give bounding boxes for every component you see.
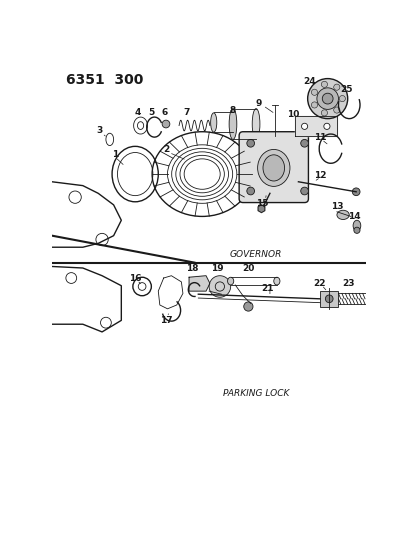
Circle shape	[354, 227, 360, 233]
Circle shape	[311, 89, 317, 95]
Circle shape	[301, 187, 308, 195]
Polygon shape	[258, 205, 265, 213]
Text: 23: 23	[342, 279, 355, 288]
Polygon shape	[295, 116, 337, 135]
Ellipse shape	[229, 109, 237, 140]
Text: 25: 25	[340, 85, 353, 94]
Ellipse shape	[263, 155, 284, 181]
Text: 12: 12	[314, 171, 326, 180]
Text: 11: 11	[314, 133, 326, 142]
Text: 18: 18	[186, 263, 198, 272]
Text: 6: 6	[161, 108, 168, 117]
Circle shape	[339, 95, 346, 102]
Text: 17: 17	[160, 316, 172, 325]
Circle shape	[302, 123, 308, 130]
Text: 16: 16	[129, 273, 142, 282]
Circle shape	[334, 107, 340, 113]
Circle shape	[244, 302, 253, 311]
Text: 15: 15	[256, 199, 268, 208]
Circle shape	[311, 102, 317, 108]
Text: 1: 1	[112, 150, 118, 158]
Text: 3: 3	[97, 126, 103, 135]
Text: 13: 13	[330, 202, 343, 211]
Bar	[320, 291, 339, 306]
Text: 9: 9	[255, 99, 262, 108]
Text: 21: 21	[262, 284, 274, 293]
Circle shape	[324, 123, 330, 130]
Text: GOVERNOR: GOVERNOR	[230, 251, 282, 260]
Text: 2: 2	[163, 145, 169, 154]
Ellipse shape	[252, 109, 260, 140]
FancyBboxPatch shape	[239, 132, 308, 203]
Circle shape	[209, 276, 231, 297]
Ellipse shape	[211, 113, 217, 132]
Circle shape	[247, 140, 255, 147]
Circle shape	[247, 187, 255, 195]
Text: PARKING LOCK: PARKING LOCK	[223, 389, 289, 398]
Circle shape	[322, 93, 333, 104]
Text: 14: 14	[348, 212, 360, 221]
Circle shape	[334, 84, 340, 90]
Circle shape	[325, 295, 333, 303]
Circle shape	[301, 140, 308, 147]
Circle shape	[308, 78, 348, 119]
Circle shape	[322, 81, 328, 87]
Text: 22: 22	[314, 279, 326, 288]
Text: 7: 7	[184, 108, 190, 117]
Ellipse shape	[353, 220, 361, 231]
Text: 4: 4	[134, 108, 141, 117]
Ellipse shape	[337, 210, 349, 220]
Polygon shape	[189, 276, 210, 291]
Text: 8: 8	[230, 106, 236, 115]
Circle shape	[322, 110, 328, 116]
Text: 19: 19	[211, 263, 224, 272]
Circle shape	[353, 188, 360, 196]
Text: 5: 5	[148, 108, 155, 117]
Text: 24: 24	[304, 77, 316, 86]
Ellipse shape	[274, 277, 280, 285]
Ellipse shape	[228, 277, 234, 285]
Text: 10: 10	[287, 109, 299, 118]
Text: 20: 20	[242, 263, 255, 272]
Ellipse shape	[257, 149, 290, 187]
Ellipse shape	[230, 113, 236, 132]
Circle shape	[317, 88, 339, 109]
Circle shape	[162, 120, 170, 128]
Text: 6351  300: 6351 300	[66, 73, 143, 87]
